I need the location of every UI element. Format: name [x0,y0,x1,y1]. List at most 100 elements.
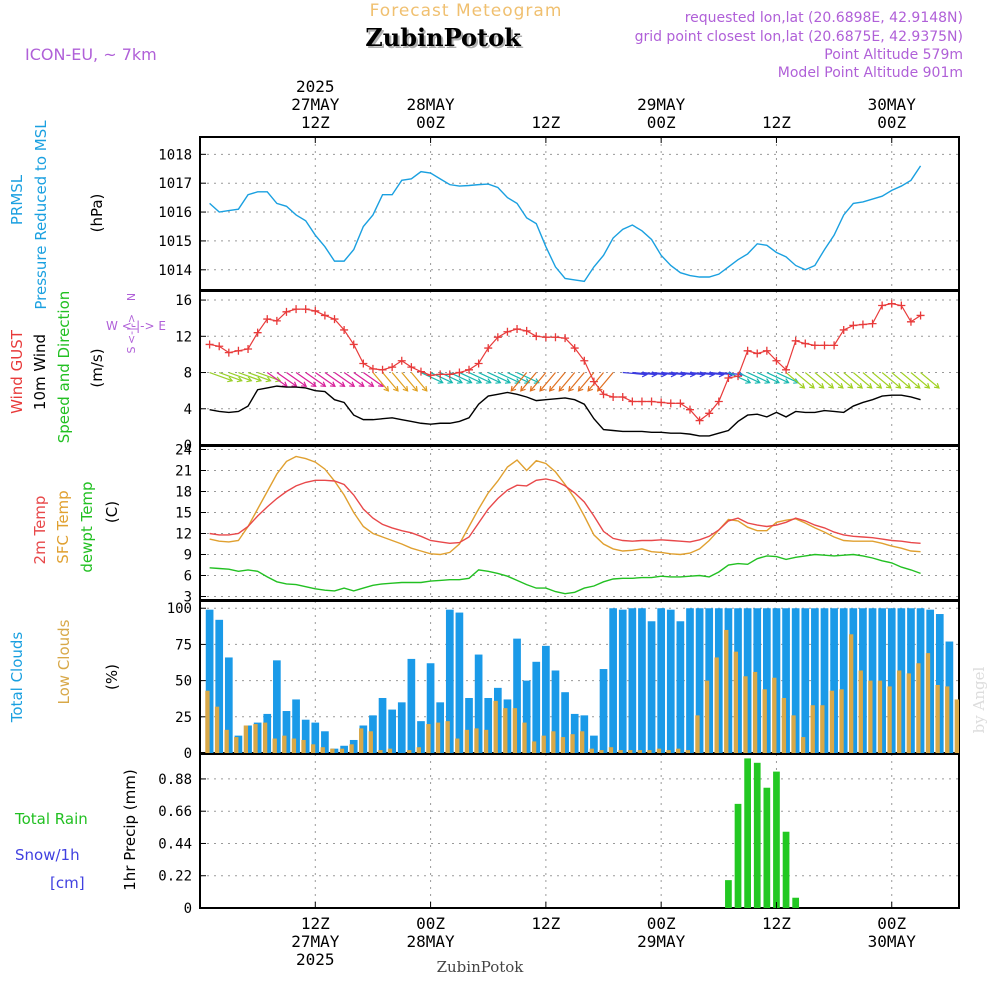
total-cloud-bar [215,619,224,753]
wind-arrow [468,371,492,384]
total-cloud-bar [647,621,656,753]
total-cloud-bar [590,735,598,753]
gust-point [349,340,358,349]
precip-unit-label: 1hr Precip (mm) [121,769,139,890]
low-cloud-bar [887,686,892,753]
gust-point [695,416,704,425]
low-cloud-bar [945,686,950,753]
panel-frame [199,290,960,446]
gust-point [416,367,425,376]
low-cloud-bar [877,680,883,753]
gust-point [849,321,858,330]
wind-arrowhead [558,385,565,392]
wind-arrowhead [847,383,854,389]
wind-arrowhead [476,378,483,384]
low-cloud-bar [570,734,575,753]
low-cloud-bar [618,750,623,753]
wind-arrow [219,371,242,382]
gust-point [705,409,714,418]
bottom-time-label: 30MAY [868,932,917,951]
wind-arrow [549,372,566,392]
wind-arrow [632,371,657,376]
ytick-label: 1015 [158,234,192,250]
footer-location: ZubinPotok [437,958,525,976]
total-cloud-bar [273,660,281,753]
total-cloud-bar [445,609,454,753]
temp2m-line [209,478,921,545]
wind-arrow [920,372,940,389]
point-altitude: Point Altitude 579m [824,47,963,63]
low-cloud-bar [378,750,383,753]
bottom-time-label: 2025 [296,950,335,969]
ytick-label: 3 [184,590,192,606]
gust-point [570,344,579,353]
gust-point [906,317,915,326]
wind-arrow [804,372,825,389]
wind-arrow [459,371,482,384]
top-time-label: 27MAY [291,95,340,114]
total-cloud-bar [628,608,637,753]
wind-arrowhead [857,383,863,389]
low-cloud-bar [474,728,479,753]
total-cloud-bar [618,609,627,753]
gust-point [455,368,464,377]
gust-point [368,364,377,373]
total-cloud-bar [224,657,233,753]
prmsl-label: PRMSL [8,174,26,225]
wind-arrow [228,371,252,382]
total-cloud-bar [551,670,560,753]
total-cloud-bar [657,608,666,753]
wind-arrow [651,371,676,376]
wind-arrow [881,372,901,389]
model-label: ICON-EU, ~ 7km [25,45,157,64]
gust-point [599,390,608,399]
total-rain-label: Total Rain [14,810,88,828]
low-cloud-bar [637,750,642,753]
ytick-label: 0.88 [158,772,192,788]
low-cloud-bar [656,748,662,753]
total-cloud-bar [321,731,329,753]
panel-frame [199,753,960,909]
wind-arrow [622,371,647,376]
gust-point [878,301,887,310]
wind-arrow [728,371,751,384]
wind-arrow [843,372,863,389]
low-cloud-bar [810,705,815,753]
wind-arrow [641,371,666,376]
total-cloud-bar [763,608,771,753]
low-cloud-bar [935,684,940,753]
wind-arrow [286,372,307,387]
gust-point [465,365,474,374]
gust-point [397,356,406,365]
total-cloud-bar [638,608,646,753]
wind-arrow [430,371,453,384]
total-cloud-bar [292,699,300,753]
gust-point [541,333,550,342]
top-time-label: 00Z [877,113,906,132]
gust-point [378,365,387,374]
top-time-label: 00Z [647,113,676,132]
location-shadow: ZubinPotok [367,25,524,54]
low-cloud-bar [791,715,796,753]
wind-arrowhead [754,378,761,384]
gust-point [868,319,877,328]
wind-arrowhead [809,383,815,389]
ytick-label: 9 [184,548,192,564]
ytick-label: 24 [175,443,192,459]
panel-frame [199,445,960,601]
total-cloud-bar [407,658,416,753]
ytick-label: 6 [184,569,192,585]
top-time-label: 12Z [762,113,791,132]
low-cloud-bar [800,737,806,753]
wind-arrow [900,372,921,389]
top-time-label: 28MAY [406,95,455,114]
hpa-unit-label: (hPa) [88,194,106,233]
ytick-label: 100 [167,601,192,617]
low-cloud-bar [272,738,277,753]
wind-arrowhead [924,383,931,389]
total-cloud-bar [935,614,944,753]
gust-point [445,370,454,379]
wind-arrowhead [485,378,492,384]
ytick-label: 8 [184,366,192,382]
gust-point [503,327,512,336]
